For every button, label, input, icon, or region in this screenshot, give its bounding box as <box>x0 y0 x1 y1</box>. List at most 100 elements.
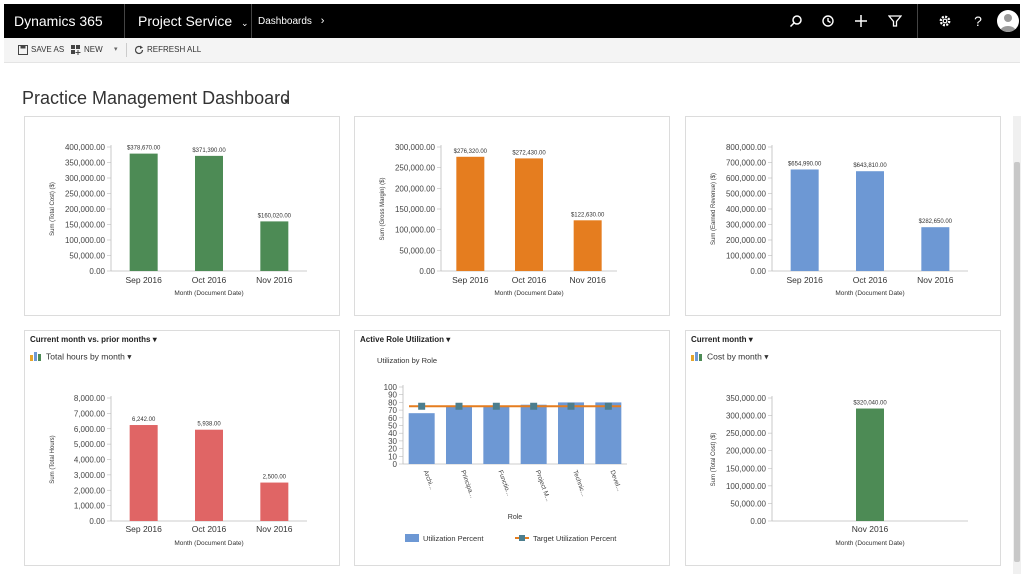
y-tick-label: 0.00 <box>750 267 766 276</box>
plus-icon[interactable] <box>847 4 875 38</box>
chart-bar <box>260 482 289 521</box>
chart-bar <box>195 155 223 271</box>
dashboard-selector-chevron-icon[interactable]: ▾ <box>284 96 289 106</box>
gear-icon[interactable] <box>931 4 959 38</box>
y-tick-label: 350,000.00 <box>726 394 767 403</box>
x-tick-label: Oct 2016 <box>512 275 547 285</box>
y-tick-label: 200,000.00 <box>726 447 767 456</box>
new-button[interactable]: NEW <box>71 38 103 62</box>
chart-name: Cost by month <box>707 351 762 362</box>
chart-bar <box>408 413 435 464</box>
card-title-view-selector[interactable]: Active Role Utilization ▾ <box>360 335 450 344</box>
help-icon[interactable]: ? <box>974 13 982 29</box>
x-tick-label: Sep 2016 <box>125 275 162 285</box>
chart-bar <box>921 227 950 271</box>
y-tick-label: 2,000.00 <box>74 486 106 495</box>
new-label: NEW <box>84 45 103 54</box>
legend-marker-target <box>519 535 525 541</box>
y-tick-label: 400,000.00 <box>65 143 106 152</box>
y-tick-label: 300,000.00 <box>726 412 767 421</box>
y-tick-label: 7,000.00 <box>74 409 106 418</box>
y-tick-label: 90 <box>388 391 397 400</box>
y-tick-label: 250,000.00 <box>395 164 436 173</box>
y-tick-label: 10 <box>388 452 397 461</box>
page-title[interactable]: Practice Management Dashboard <box>22 88 291 108</box>
y-tick-label: 500,000.00 <box>726 190 767 199</box>
y-tick-label: 300,000.00 <box>65 174 106 183</box>
app-switcher[interactable]: Project Service ⌄ <box>138 4 249 38</box>
legend-swatch-utilization <box>405 534 419 542</box>
filter-icon[interactable] <box>881 4 909 38</box>
chevron-down-icon: ⌄ <box>241 18 249 28</box>
y-axis-title: Sum (Total Hours) <box>50 435 56 483</box>
save-as-label: SAVE AS <box>31 45 65 54</box>
legend-label-target: Target Utilization Percent <box>533 534 617 543</box>
y-tick-label: 4,000.00 <box>74 456 106 465</box>
x-axis-title: Month (Document Date) <box>835 290 904 297</box>
page-scrollbar-thumb[interactable] <box>1014 162 1020 562</box>
chart-bar <box>595 402 622 464</box>
breadcrumb-dashboards: Dashboards <box>258 16 312 27</box>
x-tick-label: Nov 2016 <box>256 275 293 285</box>
chart-bar <box>573 220 602 271</box>
app-brand[interactable]: Dynamics 365 <box>14 13 103 29</box>
save-icon <box>18 44 28 55</box>
y-tick-label: 150,000.00 <box>726 464 767 473</box>
x-tick-label: Project M... <box>534 469 552 502</box>
breadcrumb[interactable]: Dashboards › <box>258 4 324 38</box>
y-tick-label: 1,000.00 <box>74 502 106 511</box>
y-tick-label: 0.00 <box>419 267 435 276</box>
y-tick-label: 0.00 <box>750 517 766 526</box>
y-tick-label: 300,000.00 <box>726 221 767 230</box>
chart-card-total-cost: 0.00 50,000.00 100,000.00 150,000.00 200,000… <box>24 116 340 316</box>
x-tick-label: Nov 2016 <box>852 524 889 534</box>
chart-selector[interactable]: Total hours by month ▾ <box>30 351 132 363</box>
data-label: $371,390.00 <box>192 148 226 154</box>
refresh-all-label: REFRESH ALL <box>147 45 202 54</box>
data-label: 6,242.00 <box>132 417 156 423</box>
y-tick-label: 400,000.00 <box>726 205 767 214</box>
new-dropdown-chevron-icon[interactable]: ▾ <box>114 46 118 53</box>
refresh-all-button[interactable]: REFRESH ALL <box>134 38 201 62</box>
x-tick-label: Sep 2016 <box>452 275 489 285</box>
x-tick-label: Sep 2016 <box>125 524 162 534</box>
top-navigation-bar: Dynamics 365 Project Service ⌄ Dashboard… <box>4 4 1020 38</box>
chart-card-current-cost: 0.00 50,000.00 100,000.00 150,000.00 200,000… <box>685 330 1001 566</box>
chart-bar <box>483 405 510 464</box>
y-tick-label: 8,000.00 <box>74 394 106 403</box>
nav-divider <box>251 4 252 38</box>
save-as-button[interactable]: SAVE AS <box>18 38 64 62</box>
card-title-view-selector[interactable]: Current month vs. prior months ▾ <box>30 335 157 344</box>
y-tick-label: 350,000.00 <box>65 159 106 168</box>
card-title-view-selector[interactable]: Current month ▾ <box>691 335 753 344</box>
y-axis-title: Sum (Gross Margin) ($) <box>380 177 386 240</box>
y-tick-label: 70 <box>388 406 397 415</box>
avatar[interactable] <box>997 10 1019 32</box>
x-tick-label: Nov 2016 <box>569 275 606 285</box>
history-icon[interactable] <box>814 4 842 38</box>
y-tick-label: 100,000.00 <box>726 482 767 491</box>
y-tick-label: 100,000.00 <box>65 236 106 245</box>
target-marker <box>455 402 463 410</box>
x-axis-title: Month (Document Date) <box>835 540 904 547</box>
total-cost-chart: 0.00 50,000.00 100,000.00 150,000.00 200,000… <box>50 143 307 297</box>
y-tick-label: 100,000.00 <box>726 252 767 261</box>
chart-bar <box>260 221 289 271</box>
y-tick-label: 100 <box>384 383 398 392</box>
chevron-down-icon: ▾ <box>446 335 451 344</box>
y-tick-label: 30 <box>388 437 397 446</box>
x-tick-label: Technic... <box>571 469 587 497</box>
chevron-down-icon: ▾ <box>764 351 769 362</box>
y-tick-label: 600,000.00 <box>726 174 767 183</box>
chart-card-hours: 0.00 1,000.00 2,000.00 3,000.00 4,000.00 5,00… <box>24 330 340 566</box>
y-tick-label: 250,000.00 <box>726 429 767 438</box>
data-label: 2,500.00 <box>263 475 287 481</box>
y-tick-label: 200,000.00 <box>395 184 436 193</box>
chart-selector[interactable]: Cost by month ▾ <box>691 351 768 363</box>
search-icon[interactable] <box>782 4 810 38</box>
chart-bar <box>456 156 485 271</box>
target-marker <box>604 402 612 410</box>
x-tick-label: Principa... <box>459 469 476 499</box>
x-tick-label: Nov 2016 <box>256 524 293 534</box>
chart-bar <box>856 171 884 271</box>
